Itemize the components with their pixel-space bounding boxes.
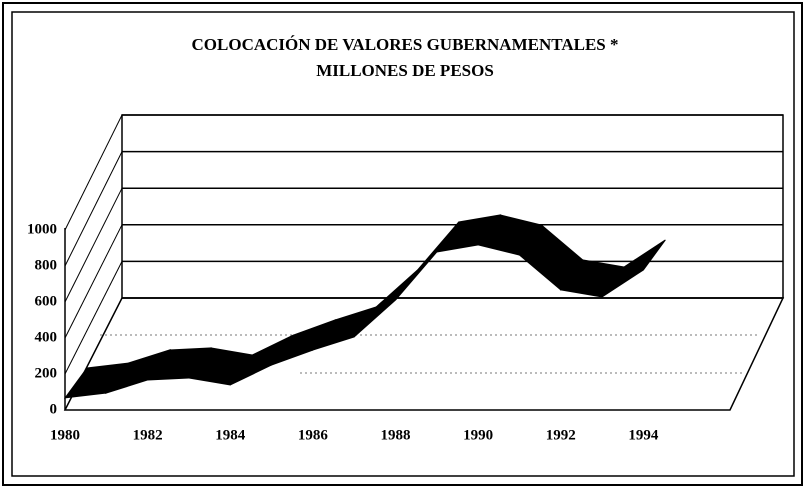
- chart-title: COLOCACIÓN DE VALORES GUBERNAMENTALES *: [192, 35, 619, 54]
- x-tick-label: 1986: [298, 427, 329, 443]
- y-tick-label: 400: [35, 329, 58, 345]
- ribbon-segment: [353, 269, 418, 338]
- inner-frame: [11, 11, 795, 477]
- y-tick-label: 600: [35, 293, 58, 309]
- side-grid-line: [64, 187, 123, 303]
- side-grid-line: [64, 224, 123, 339]
- x-tick-label: 1988: [381, 427, 411, 443]
- chart-subtitle: MILLONES DE PESOS: [316, 61, 494, 80]
- back-wall: [121, 114, 784, 299]
- y-tick-label: 1000: [27, 221, 57, 237]
- x-tick-label: 1990: [463, 427, 493, 443]
- side-grid-line: [64, 114, 123, 231]
- side-grid-line: [64, 261, 123, 375]
- y-tick-label: 800: [35, 257, 58, 273]
- y-tick-label: 200: [35, 365, 58, 381]
- ribbon-segment: [601, 239, 666, 298]
- x-tick-label: 1980: [50, 427, 80, 443]
- side-grid-line: [64, 151, 123, 267]
- x-tick-label: 1994: [628, 427, 659, 443]
- x-tick-label: 1984: [215, 427, 246, 443]
- y-tick-label: 0: [50, 401, 58, 417]
- x-tick-label: 1982: [133, 427, 163, 443]
- x-tick-label: 1992: [546, 427, 576, 443]
